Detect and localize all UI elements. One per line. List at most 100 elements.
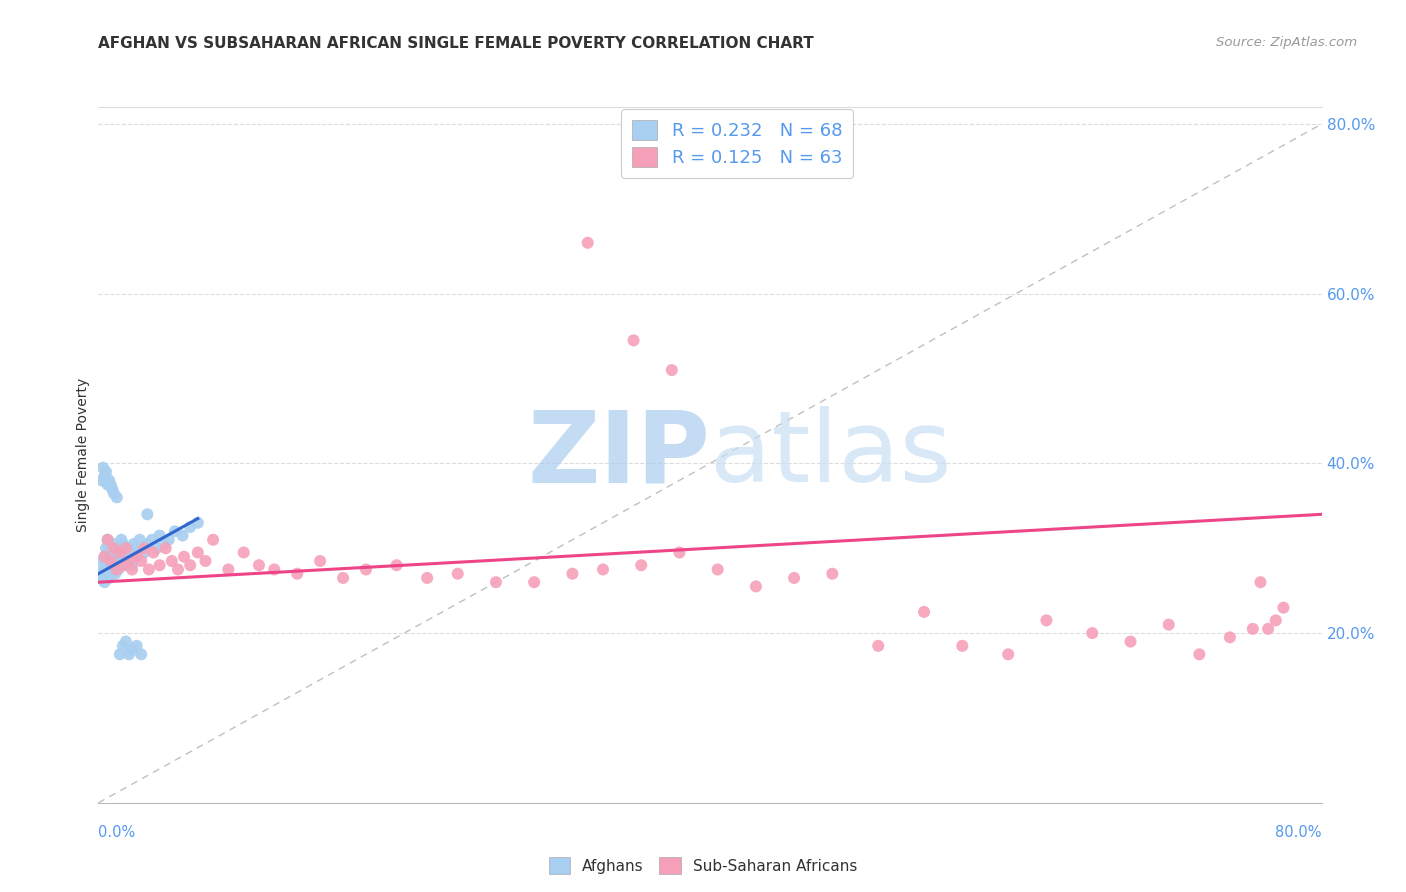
Point	[93, 469, 115, 483]
Point	[108, 545, 131, 559]
Point	[416, 571, 439, 585]
Point	[101, 482, 124, 496]
Point	[91, 554, 114, 568]
Point	[105, 558, 128, 573]
Point	[104, 549, 127, 564]
Point	[745, 579, 768, 593]
Point	[121, 562, 143, 576]
Point	[122, 537, 145, 551]
Point	[263, 562, 285, 576]
Point	[129, 554, 152, 568]
Point	[385, 558, 408, 573]
Point	[160, 554, 183, 568]
Point	[187, 545, 209, 559]
Point	[194, 554, 217, 568]
Point	[1272, 600, 1295, 615]
Point	[125, 545, 148, 559]
Legend: Afghans, Sub-Saharan Africans: Afghans, Sub-Saharan Africans	[543, 851, 863, 880]
Point	[1157, 617, 1180, 632]
Point	[111, 639, 134, 653]
Point	[101, 558, 124, 573]
Point	[94, 558, 117, 573]
Point	[93, 549, 115, 564]
Point	[668, 545, 690, 559]
Point	[100, 477, 122, 491]
Point	[121, 558, 143, 573]
Point	[100, 554, 122, 568]
Point	[167, 562, 190, 576]
Point	[232, 545, 254, 559]
Point	[1257, 622, 1279, 636]
Point	[561, 566, 583, 581]
Text: atlas: atlas	[710, 407, 952, 503]
Point	[145, 541, 167, 556]
Point	[103, 537, 125, 551]
Point	[157, 533, 180, 547]
Point	[101, 545, 124, 559]
Legend: R = 0.232   N = 68, R = 0.125   N = 63: R = 0.232 N = 68, R = 0.125 N = 63	[621, 109, 853, 178]
Point	[821, 566, 844, 581]
Point	[105, 541, 128, 556]
Point	[98, 571, 121, 585]
Point	[187, 516, 209, 530]
Point	[447, 566, 470, 581]
Point	[997, 648, 1019, 662]
Point	[868, 639, 890, 653]
Text: Source: ZipAtlas.com: Source: ZipAtlas.com	[1216, 36, 1357, 49]
Point	[247, 558, 270, 573]
Point	[100, 566, 122, 581]
Point	[354, 562, 377, 576]
Point	[1119, 634, 1142, 648]
Point	[100, 541, 122, 556]
Point	[104, 566, 127, 581]
Text: 80.0%: 80.0%	[1275, 825, 1322, 840]
Point	[118, 648, 141, 662]
Point	[141, 533, 163, 547]
Point	[105, 491, 128, 505]
Text: ZIP: ZIP	[527, 407, 710, 503]
Point	[134, 541, 156, 556]
Point	[93, 575, 115, 590]
Point	[94, 465, 117, 479]
Point	[179, 520, 201, 534]
Point	[912, 605, 935, 619]
Point	[98, 474, 121, 488]
Point	[90, 566, 112, 581]
Point	[125, 549, 148, 564]
Point	[91, 562, 114, 576]
Point	[576, 235, 599, 250]
Point	[134, 545, 156, 559]
Point	[149, 558, 172, 573]
Point	[97, 477, 120, 491]
Point	[136, 537, 159, 551]
Point	[105, 562, 128, 576]
Text: AFGHAN VS SUBSAHARAN AFRICAN SINGLE FEMALE POVERTY CORRELATION CHART: AFGHAN VS SUBSAHARAN AFRICAN SINGLE FEMA…	[98, 36, 814, 51]
Point	[623, 334, 645, 348]
Point	[138, 562, 160, 576]
Point	[136, 508, 159, 522]
Point	[94, 541, 117, 556]
Point	[103, 562, 125, 576]
Point	[706, 562, 728, 576]
Point	[115, 541, 138, 556]
Point	[89, 571, 111, 585]
Point	[121, 643, 143, 657]
Y-axis label: Single Female Poverty: Single Female Poverty	[76, 378, 90, 532]
Point	[630, 558, 652, 573]
Point	[125, 639, 148, 653]
Point	[97, 554, 120, 568]
Point	[93, 549, 115, 564]
Point	[1081, 626, 1104, 640]
Point	[115, 634, 138, 648]
Point	[94, 566, 117, 581]
Point	[115, 545, 138, 559]
Point	[110, 533, 132, 547]
Point	[149, 528, 172, 542]
Point	[97, 533, 120, 547]
Point	[91, 460, 114, 475]
Point	[661, 363, 683, 377]
Text: 0.0%: 0.0%	[98, 825, 135, 840]
Point	[523, 575, 546, 590]
Point	[155, 541, 177, 556]
Point	[98, 545, 121, 559]
